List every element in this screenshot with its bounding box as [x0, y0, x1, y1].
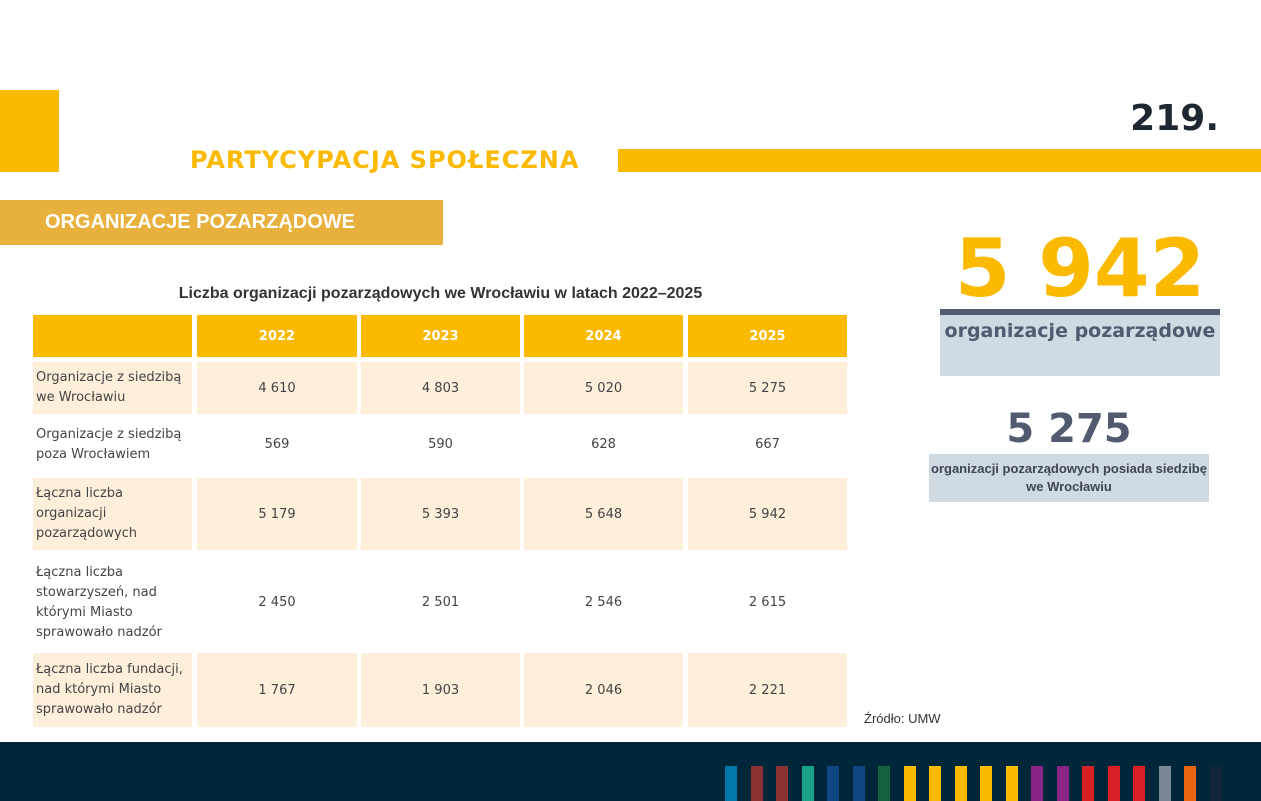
column-header: 2023 [361, 315, 520, 357]
table-title: Liczba organizacji pozarządowych we Wroc… [178, 285, 703, 302]
mid-stat-value: 5 275 [1006, 406, 1132, 452]
table-cell: 5 179 [197, 478, 357, 550]
color-stripe [903, 766, 916, 801]
table-cell: 2 046 [524, 653, 683, 727]
table-cell: 2 546 [584, 595, 623, 610]
column-header [33, 315, 192, 357]
color-stripe [929, 766, 941, 801]
table-cell: 4 610 [197, 362, 357, 414]
color-stripe [852, 766, 865, 801]
color-stripe [878, 766, 890, 801]
color-stripe [1005, 766, 1018, 801]
color-stripe [1082, 766, 1094, 801]
color-stripe [954, 766, 967, 801]
big-stat-label: organizacje pozarządowe [940, 315, 1220, 376]
color-stripe [750, 766, 763, 801]
yellow-square-decoration [0, 90, 59, 172]
table-cell: 5 020 [524, 362, 683, 414]
color-stripe [776, 766, 788, 801]
color-stripe [827, 766, 839, 801]
divider [940, 309, 1220, 315]
table-cell: 2 501 [421, 595, 460, 610]
table-cell: 2 615 [748, 595, 787, 610]
color-stripe [1031, 766, 1043, 801]
big-stat-value: 5 942 [954, 222, 1206, 315]
row-label: Łączna liczba organizacji pozarządowych [33, 478, 192, 550]
table-cell: 1 767 [197, 653, 357, 727]
table-cell: 2 450 [258, 595, 296, 610]
table-cell: 5 648 [524, 478, 683, 550]
table-cell: 628 [591, 437, 616, 452]
table-cell: 1 903 [361, 653, 520, 727]
table-cell: 5 942 [688, 478, 847, 550]
color-stripe [1107, 766, 1120, 801]
row-label: Organizacje z siedzibą we Wrocławiu [33, 362, 192, 414]
table-cell: 667 [755, 437, 780, 452]
section-heading: ORGANIZACJE POZARZĄDOWE [0, 200, 443, 245]
page-number: 219. [1130, 98, 1219, 139]
color-stripe [1184, 766, 1196, 801]
color-stripe [1133, 766, 1145, 801]
table-cell: 5 275 [688, 362, 847, 414]
table-cell: 569 [264, 437, 290, 452]
row-label: Organizacje z siedzibą poza Wrocławiem [36, 426, 182, 462]
yellow-bar-decoration [618, 149, 1261, 172]
color-stripe [1209, 766, 1222, 801]
footer-band [0, 742, 1261, 801]
source-note: Źródło: UMW [864, 711, 941, 726]
color-stripe [801, 766, 814, 801]
table-cell: 4 803 [361, 362, 520, 414]
page-title: PARTYCYPACJA SPOŁECZNA [190, 146, 580, 174]
column-header: 2025 [688, 315, 847, 357]
color-stripe [725, 766, 737, 801]
color-stripe [980, 766, 992, 801]
color-stripe [1158, 766, 1171, 801]
table-cell: 590 [428, 437, 453, 452]
column-header: 2022 [197, 315, 357, 357]
column-header: 2024 [524, 315, 683, 357]
table-cell: 5 393 [361, 478, 520, 550]
color-stripe [1056, 766, 1069, 801]
mid-stat-label: organizacji pozarządowych posiada siedzi… [929, 454, 1209, 502]
table-cell: 2 221 [688, 653, 847, 727]
row-label: Łączna liczba fundacji, nad którymi Mias… [33, 653, 192, 727]
row-label: Łączna liczba stowarzyszeń, nad którymi … [36, 564, 162, 640]
